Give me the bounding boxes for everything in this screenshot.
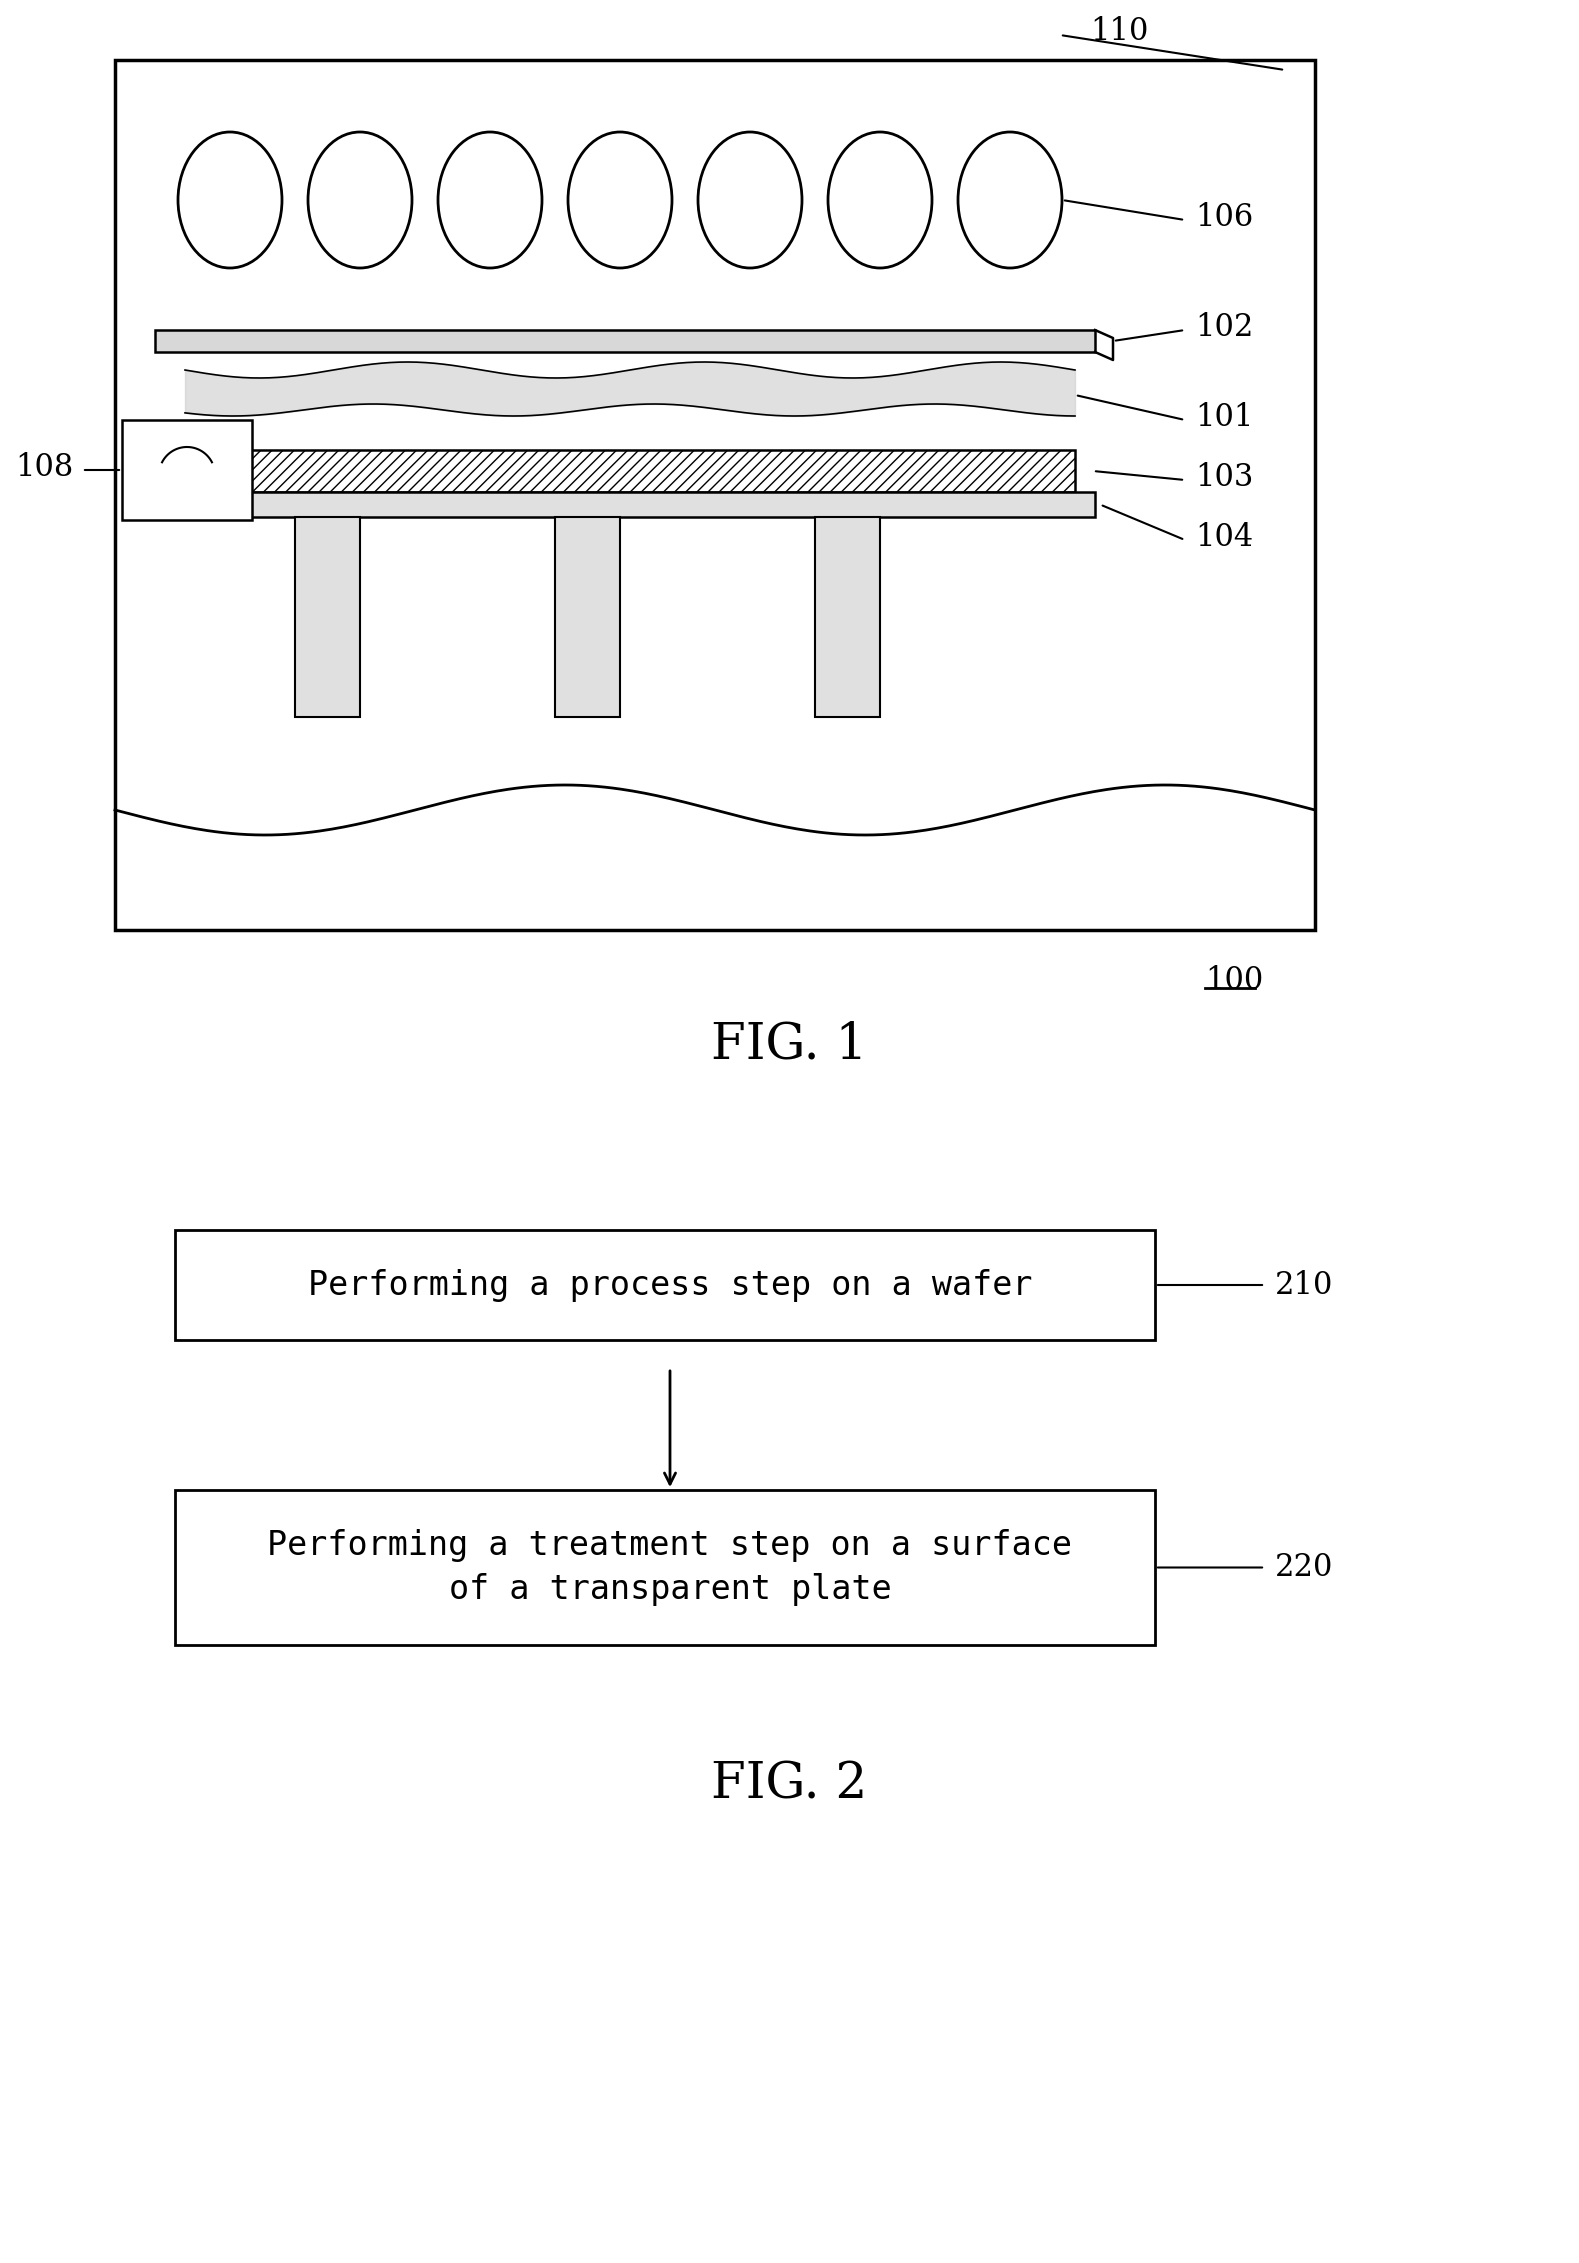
Text: 102: 102 xyxy=(1195,312,1254,344)
Ellipse shape xyxy=(308,131,412,267)
Text: of a transparent plate: of a transparent plate xyxy=(448,1573,892,1607)
Bar xyxy=(175,491,1094,516)
Text: Performing a treatment step on a surface: Performing a treatment step on a surface xyxy=(267,1530,1072,1561)
Text: 106: 106 xyxy=(1195,201,1254,233)
Bar xyxy=(194,450,1075,491)
FancyBboxPatch shape xyxy=(115,61,1315,930)
Text: 220: 220 xyxy=(1274,1552,1333,1584)
Bar xyxy=(554,516,621,717)
Ellipse shape xyxy=(827,131,932,267)
Ellipse shape xyxy=(178,131,283,267)
Bar xyxy=(122,421,253,520)
Text: 100: 100 xyxy=(1205,964,1263,996)
Text: FIG. 2: FIG. 2 xyxy=(711,1761,867,1810)
Text: 108: 108 xyxy=(14,453,73,484)
FancyBboxPatch shape xyxy=(175,1231,1154,1340)
Bar xyxy=(815,516,880,717)
Text: Performing a process step on a wafer: Performing a process step on a wafer xyxy=(308,1270,1033,1301)
Text: 103: 103 xyxy=(1195,462,1254,493)
Text: 210: 210 xyxy=(1274,1270,1333,1301)
Bar xyxy=(155,330,1094,353)
Bar xyxy=(295,516,360,717)
FancyBboxPatch shape xyxy=(175,1489,1154,1645)
Text: 101: 101 xyxy=(1195,403,1254,434)
Ellipse shape xyxy=(437,131,542,267)
Text: 110: 110 xyxy=(1090,16,1148,48)
Ellipse shape xyxy=(958,131,1063,267)
Ellipse shape xyxy=(698,131,802,267)
Ellipse shape xyxy=(568,131,673,267)
Text: 104: 104 xyxy=(1195,523,1254,554)
Text: FIG. 1: FIG. 1 xyxy=(711,1021,867,1070)
